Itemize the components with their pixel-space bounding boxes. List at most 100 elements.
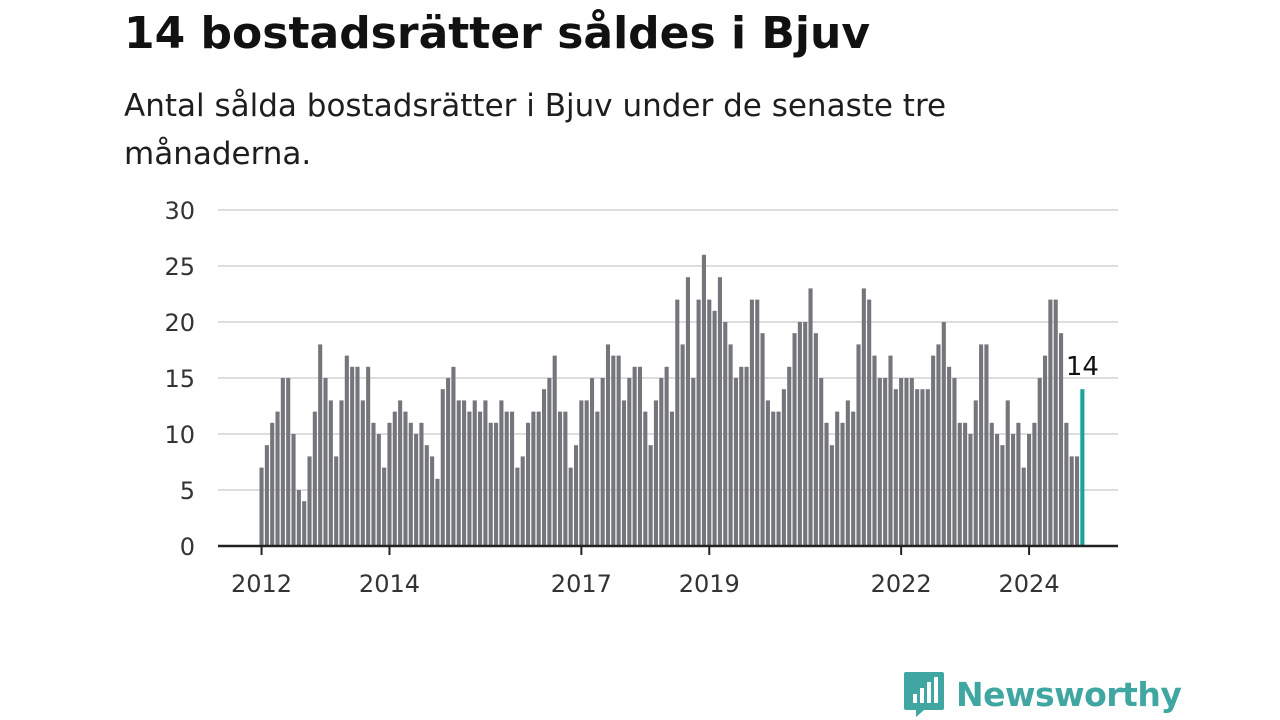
bar <box>637 366 643 546</box>
bar <box>872 355 877 546</box>
last-value-label: 14 <box>1066 352 1099 382</box>
bar <box>392 411 397 546</box>
bar <box>883 378 888 546</box>
bar <box>680 344 685 546</box>
bar <box>691 378 696 546</box>
bar <box>1043 355 1048 546</box>
bar <box>584 400 589 546</box>
bar <box>744 366 749 546</box>
bar <box>669 411 675 546</box>
bar <box>552 355 557 546</box>
bar <box>312 411 317 546</box>
bar <box>616 355 621 546</box>
bar <box>339 400 344 546</box>
bar <box>371 422 376 546</box>
bar <box>419 422 424 546</box>
x-tick-label: 2024 <box>999 570 1060 598</box>
bar <box>1059 333 1064 546</box>
bar <box>723 322 728 546</box>
x-axis-ticks: 2012 2014 2017 2019 2022 2024 <box>231 546 1060 598</box>
y-tick-label: 10 <box>164 421 195 449</box>
bar <box>787 366 792 546</box>
bar <box>685 277 690 546</box>
bar <box>1053 299 1058 546</box>
bar <box>462 400 467 546</box>
bar <box>1074 456 1080 546</box>
bar <box>579 400 584 546</box>
bar <box>909 378 914 546</box>
bar <box>920 389 925 546</box>
x-tick-label: 2012 <box>231 570 292 598</box>
bar <box>696 299 701 546</box>
bar <box>526 422 531 546</box>
bar <box>1048 299 1053 546</box>
bar <box>589 378 595 546</box>
bar <box>504 411 509 546</box>
bar <box>952 378 957 546</box>
bar <box>568 467 573 546</box>
bar <box>318 344 323 546</box>
bar <box>270 422 275 546</box>
bar <box>435 478 440 546</box>
bar <box>925 389 930 546</box>
bar <box>424 445 429 546</box>
bar <box>851 411 856 546</box>
bar <box>403 411 408 546</box>
bar <box>376 434 381 546</box>
bar <box>291 434 296 546</box>
bar <box>819 378 824 546</box>
bar <box>877 378 882 546</box>
bar <box>739 366 744 546</box>
bar <box>797 322 802 546</box>
bar <box>1016 422 1021 546</box>
bar <box>888 355 893 546</box>
bar <box>510 411 515 546</box>
bar <box>771 411 776 546</box>
bar <box>440 389 445 546</box>
bar <box>472 400 477 546</box>
bar <box>829 445 834 546</box>
x-tick-label: 2022 <box>871 570 932 598</box>
bar <box>936 344 941 546</box>
bar <box>557 411 563 546</box>
bar <box>499 400 504 546</box>
bar <box>733 378 738 546</box>
bar <box>947 366 952 546</box>
bar <box>264 445 269 546</box>
bar <box>931 355 936 546</box>
bar <box>915 389 920 546</box>
bar <box>621 400 627 546</box>
y-tick-label: 0 <box>180 533 195 561</box>
bar <box>275 411 280 546</box>
bar <box>984 344 989 546</box>
bar <box>707 299 712 546</box>
y-tick-label: 15 <box>164 365 195 393</box>
bar <box>547 378 552 546</box>
bar <box>541 389 547 546</box>
x-tick-label: 2019 <box>679 570 740 598</box>
y-tick-label: 5 <box>180 477 195 505</box>
bar <box>808 288 813 546</box>
bar <box>728 344 733 546</box>
bar <box>344 355 349 546</box>
bar <box>515 467 520 546</box>
newsworthy-logo-text: Newsworthy <box>956 674 1182 714</box>
bar <box>803 322 808 546</box>
bar <box>893 389 898 546</box>
bar <box>840 422 845 546</box>
bar <box>824 422 829 546</box>
bar <box>600 378 605 546</box>
bar <box>478 411 483 546</box>
bar <box>755 299 760 546</box>
bar <box>1021 467 1026 546</box>
bar <box>296 490 301 546</box>
bar <box>595 411 600 546</box>
bar <box>430 456 435 546</box>
bar <box>867 299 872 546</box>
bar <box>1064 422 1069 546</box>
bar <box>408 422 413 546</box>
bar <box>776 411 781 546</box>
newsworthy-logo: Newsworthy <box>902 670 1182 718</box>
bar <box>355 366 360 546</box>
bar <box>1037 378 1042 546</box>
